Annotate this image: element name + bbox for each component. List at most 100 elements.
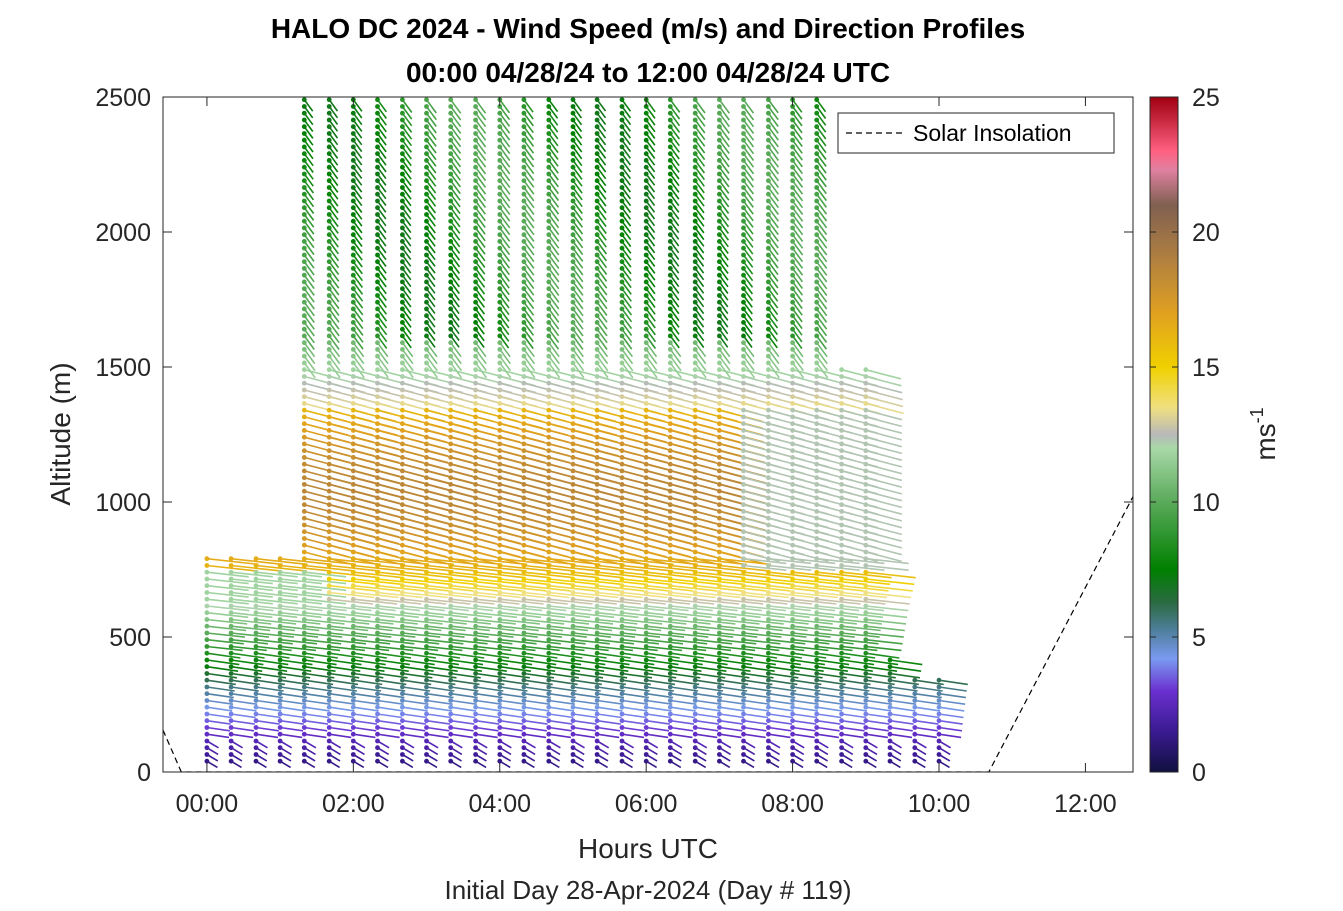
wind-vector-head: [546, 266, 552, 271]
wind-vector-head: [400, 691, 405, 697]
wind-vector-head: [375, 110, 380, 116]
wind-vector: [670, 584, 718, 592]
wind-vector-head: [766, 603, 771, 609]
wind-vector: [499, 227, 511, 242]
wind-vector: [742, 328, 753, 342]
wind-vector-head: [375, 590, 380, 595]
wind-vector-head: [448, 110, 454, 116]
wind-vector-head: [301, 340, 307, 346]
wind-vector: [743, 672, 774, 679]
wind-vector: [792, 591, 838, 599]
wind-vector: [499, 166, 511, 182]
wind-vector-head: [375, 758, 380, 764]
wind-vector: [572, 611, 615, 619]
wind-vector: [792, 625, 832, 632]
wind-vector-head: [741, 556, 746, 562]
wind-vector: [669, 173, 680, 187]
wind-vector-head: [326, 691, 332, 697]
wind-vector: [767, 193, 780, 209]
wind-vector-head: [814, 434, 820, 440]
wind-vector-head: [546, 185, 552, 190]
wind-vector-head: [326, 482, 332, 487]
wind-vector-head: [741, 536, 746, 541]
wind-vector-head: [667, 644, 673, 649]
wind-vector-head: [497, 407, 503, 413]
wind-vector-head: [814, 468, 820, 474]
wind-vector-head: [741, 468, 746, 474]
wind-vector: [231, 611, 273, 619]
wind-vector-head: [253, 671, 259, 676]
wind-vector-head: [375, 752, 380, 757]
wind-vector: [255, 692, 284, 699]
wind-vector-head: [643, 536, 649, 541]
wind-vector-head: [350, 178, 356, 184]
wind-vector-head: [521, 272, 527, 278]
wind-vector-head: [497, 110, 503, 116]
wind-vector-head: [301, 455, 307, 460]
wind-vector: [816, 126, 827, 140]
wind-vector-head: [350, 549, 356, 555]
wind-vector: [255, 672, 287, 679]
wind-vector-head: [766, 245, 771, 251]
wind-vector-head: [546, 704, 552, 710]
wind-vector: [231, 638, 268, 645]
wind-vector-head: [473, 286, 478, 292]
wind-vector: [816, 295, 828, 310]
wind-vector-head: [497, 151, 503, 157]
wind-vector-head: [424, 144, 429, 150]
wind-vector: [621, 598, 666, 605]
wind-vector: [230, 733, 254, 739]
wind-vector-head: [326, 630, 332, 636]
wind-vector: [572, 638, 610, 645]
wind-vector-head: [301, 704, 307, 710]
wind-vector: [548, 355, 561, 372]
wind-vector: [596, 267, 608, 282]
wind-vector: [548, 679, 578, 686]
wind-vector-head: [790, 441, 795, 447]
wind-vector: [816, 659, 850, 666]
wind-vector-head: [301, 353, 307, 359]
wind-vector-head: [497, 711, 503, 717]
wind-vector-head: [619, 212, 625, 217]
wind-vector-head: [546, 590, 552, 595]
wind-vector: [596, 692, 625, 699]
wind-vector-head: [497, 340, 503, 346]
wind-vector: [695, 706, 721, 712]
wind-vector: [768, 699, 795, 705]
wind-vector: [572, 288, 584, 303]
wind-vector-head: [546, 178, 552, 184]
wind-vector: [523, 247, 535, 263]
wind-vector-head: [350, 569, 356, 575]
wind-vector-head: [253, 745, 259, 751]
wind-vector: [450, 591, 497, 599]
wind-vector: [865, 706, 892, 712]
wind-vector: [670, 672, 701, 679]
wind-vector-head: [350, 286, 356, 292]
wind-vector-head: [692, 515, 698, 521]
wind-vector-head: [301, 279, 307, 285]
wind-vector-head: [473, 158, 478, 163]
wind-vector-head: [521, 286, 527, 292]
wind-vector-head: [375, 347, 380, 352]
wind-vector: [596, 173, 607, 187]
wind-vector-head: [400, 441, 405, 447]
wind-vector-head: [448, 178, 454, 184]
wind-vector-head: [570, 401, 576, 406]
wind-vector-head: [790, 434, 795, 440]
wind-vector-head: [228, 644, 234, 649]
wind-vector-head: [839, 603, 844, 609]
wind-vector-head: [741, 711, 746, 717]
wind-vector-head: [790, 353, 795, 359]
wind-vector-head: [326, 151, 332, 157]
wind-vector-head: [497, 515, 503, 521]
wind-vector-head: [546, 407, 552, 413]
wind-vector: [816, 159, 827, 174]
wind-vector: [206, 605, 250, 612]
wind-vector-head: [570, 239, 576, 244]
wind-vector-head: [521, 596, 527, 602]
wind-vector-head: [863, 529, 869, 535]
wind-vector-head: [521, 259, 527, 265]
wind-vector: [523, 335, 534, 350]
wind-vector-head: [619, 151, 625, 157]
wind-vector: [450, 719, 475, 725]
